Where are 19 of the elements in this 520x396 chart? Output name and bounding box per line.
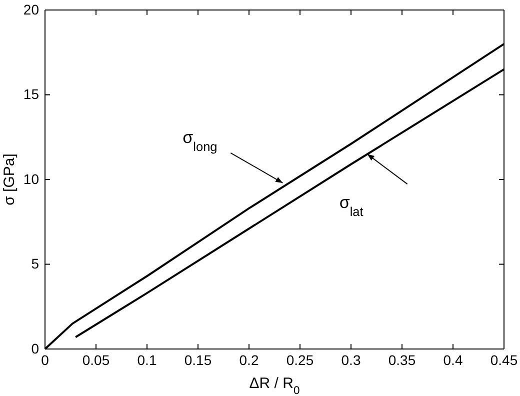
x-tick-label: 0.2 [239,352,259,368]
y-tick-label: 15 [23,86,40,102]
y-axis-title: σ [GPa] [1,154,18,206]
x-axis-title: ΔR / R$_{0}$ [249,375,300,396]
y-tick-label: 0 [31,340,40,356]
x-tick-label: 0.4 [443,352,463,368]
x-tick-label: 0.05 [82,352,110,368]
x-tick-label: 0.45 [490,352,518,368]
y-tick-label: 5 [31,256,40,272]
y-tick-label: 20 [23,1,40,18]
x-tick-label: 0.3 [341,352,361,368]
y-tick-label: 10 [23,170,40,187]
x-tick-label: 0.1 [137,352,157,368]
x-tick-label: 0.35 [388,352,416,368]
annotation: σ$_{lat}$ [339,193,364,219]
x-tick-label: 0.25 [286,352,314,368]
x-tick-label: 0.15 [184,352,212,368]
annotation: σ$_{long}$ [182,128,218,154]
x-tick-label: 0 [41,352,50,368]
